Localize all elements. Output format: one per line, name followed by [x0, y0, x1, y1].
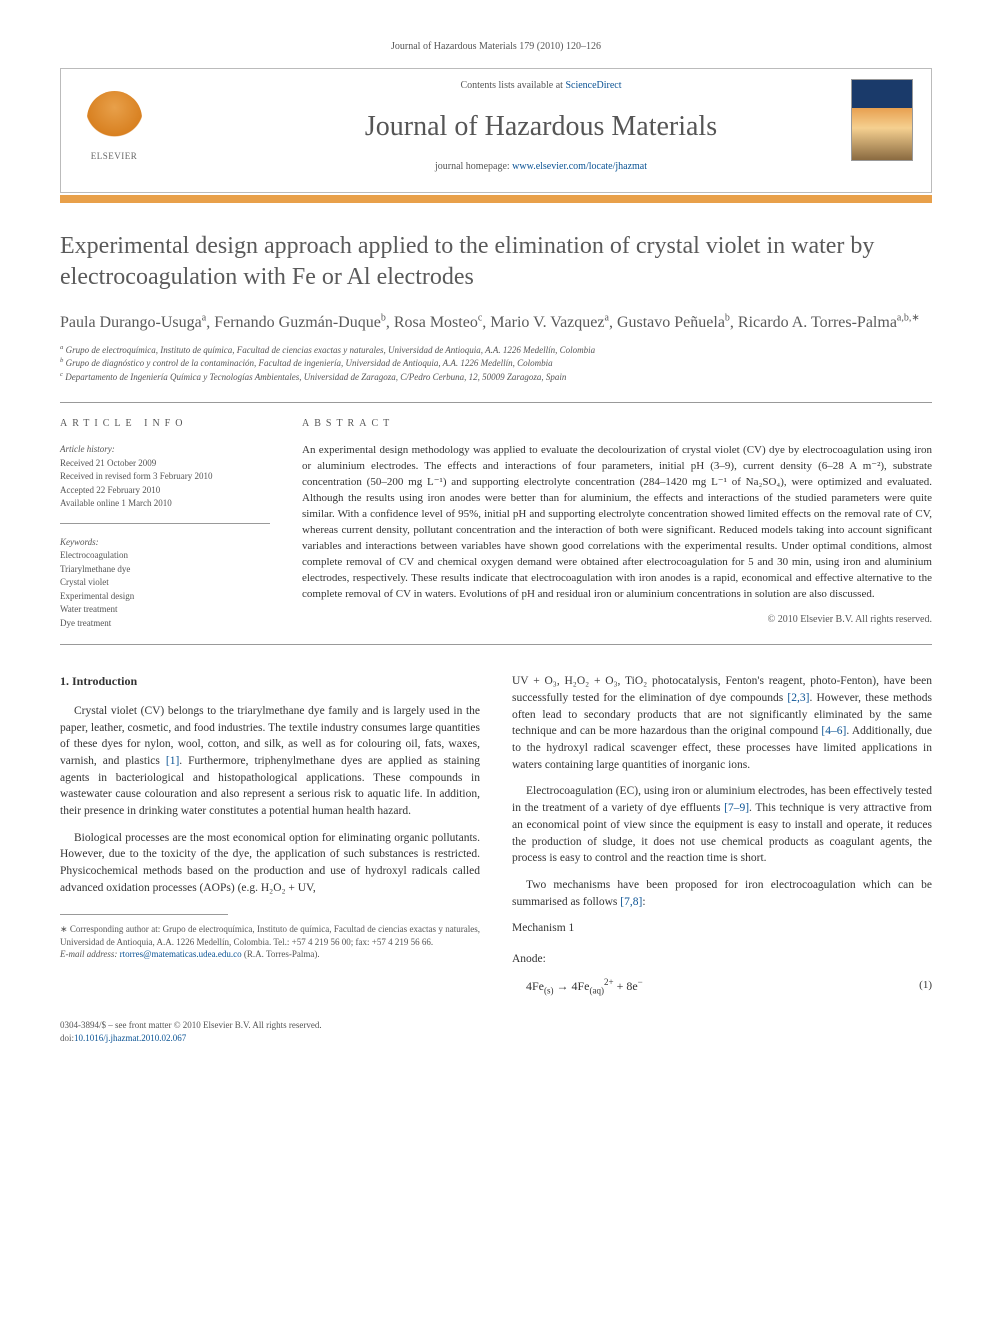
anode-label: Anode: — [512, 951, 932, 968]
affiliations: a Grupo de electroquímica, Instituto de … — [60, 344, 932, 385]
history-label: Article history: — [60, 443, 270, 457]
journal-homepage-link[interactable]: www.elsevier.com/locate/jhazmat — [512, 161, 647, 172]
footnote-corr-text: ∗ Corresponding author at: Grupo de elec… — [60, 923, 480, 948]
publisher-label: ELSEVIER — [91, 150, 138, 163]
corresponding-author-footnote: ∗ Corresponding author at: Grupo de elec… — [60, 923, 480, 961]
affiliation-a: a Grupo de electroquímica, Instituto de … — [60, 344, 932, 358]
keyword: Experimental design — [60, 590, 270, 604]
elsevier-logo: ELSEVIER — [79, 87, 149, 167]
keyword: Triarylmethane dye — [60, 563, 270, 577]
doi-line: doi:10.1016/j.jhazmat.2010.02.067 — [60, 1032, 932, 1045]
equation-1: 4Fe(s) → 4Fe(aq)2+ + 8e− — [512, 978, 919, 995]
contents-available-line: Contents lists available at ScienceDirec… — [169, 79, 913, 93]
equation-number: (1) — [919, 978, 932, 994]
abstract-heading: ABSTRACT — [302, 417, 932, 431]
keyword: Water treatment — [60, 603, 270, 617]
history-online: Available online 1 March 2010 — [60, 497, 270, 511]
keyword: Crystal violet — [60, 576, 270, 590]
article-info-column: ARTICLE INFO Article history: Received 2… — [60, 403, 270, 644]
history-revised: Received in revised form 3 February 2010 — [60, 470, 270, 484]
affiliation-b: b Grupo de diagnóstico y control de la c… — [60, 357, 932, 371]
history-received: Received 21 October 2009 — [60, 457, 270, 471]
body-paragraph: Two mechanisms have been proposed for ir… — [512, 877, 932, 910]
issn-line: 0304-3894/$ – see front matter © 2010 El… — [60, 1019, 932, 1032]
journal-masthead: ELSEVIER Contents lists available at Sci… — [60, 68, 932, 193]
journal-homepage-line: journal homepage: www.elsevier.com/locat… — [169, 160, 913, 174]
footnote-email-line: E-mail address: rtorres@matematicas.udea… — [60, 948, 480, 961]
running-header: Journal of Hazardous Materials 179 (2010… — [60, 40, 932, 54]
body-paragraph: Electrocoagulation (EC), using iron or a… — [512, 783, 932, 866]
keyword: Electrocoagulation — [60, 549, 270, 563]
body-paragraph: Crystal violet (CV) belongs to the triar… — [60, 703, 480, 820]
keywords-label: Keywords: — [60, 536, 270, 550]
article-title: Experimental design approach applied to … — [60, 231, 932, 293]
body-left-column: 1. Introduction Crystal violet (CV) belo… — [60, 673, 480, 1004]
body-paragraph: Biological processes are the most econom… — [60, 830, 480, 897]
info-abstract-section: ARTICLE INFO Article history: Received 2… — [60, 402, 932, 645]
homepage-label: journal homepage: — [435, 161, 512, 172]
email-who: (R.A. Torres-Palma). — [242, 949, 320, 959]
article-history: Article history: Received 21 October 200… — [60, 443, 270, 524]
body-two-column: 1. Introduction Crystal violet (CV) belo… — [60, 673, 932, 1004]
abstract-column: ABSTRACT An experimental design methodol… — [302, 403, 932, 644]
corresponding-email-link[interactable]: rtorres@matematicas.udea.edu.co — [120, 949, 242, 959]
sciencedirect-link[interactable]: ScienceDirect — [565, 80, 621, 91]
authors-list: Paula Durango-Usugaa, Fernando Guzmán-Du… — [60, 312, 932, 334]
accent-bar — [60, 195, 932, 203]
abstract-text: An experimental design methodology was a… — [302, 443, 932, 602]
keyword: Dye treatment — [60, 617, 270, 631]
equation-row: 4Fe(s) → 4Fe(aq)2+ + 8e− (1) — [512, 978, 932, 995]
affiliation-c: c Departamento de Ingeniería Química y T… — [60, 371, 932, 385]
body-paragraph: UV + O₃, H₂O₂ + O₃, TiO₂ photocatalysis,… — [512, 673, 932, 773]
elsevier-tree-icon — [87, 91, 142, 146]
abstract-copyright: © 2010 Elsevier B.V. All rights reserved… — [302, 613, 932, 627]
journal-name: Journal of Hazardous Materials — [169, 107, 913, 146]
journal-cover-thumbnail — [851, 79, 913, 161]
intro-heading: 1. Introduction — [60, 673, 480, 690]
doi-link[interactable]: 10.1016/j.jhazmat.2010.02.067 — [74, 1033, 186, 1043]
bottom-metadata: 0304-3894/$ – see front matter © 2010 El… — [60, 1019, 932, 1044]
mechanism-label: Mechanism 1 — [512, 920, 932, 937]
history-accepted: Accepted 22 February 2010 — [60, 484, 270, 498]
keywords-block: Keywords: Electrocoagulation Triarylmeth… — [60, 536, 270, 631]
footnote-separator — [60, 914, 228, 915]
article-info-heading: ARTICLE INFO — [60, 417, 270, 431]
body-right-column: UV + O₃, H₂O₂ + O₃, TiO₂ photocatalysis,… — [512, 673, 932, 1004]
doi-label: doi: — [60, 1033, 74, 1043]
email-label: E-mail address: — [60, 949, 120, 959]
contents-text: Contents lists available at — [460, 80, 565, 91]
